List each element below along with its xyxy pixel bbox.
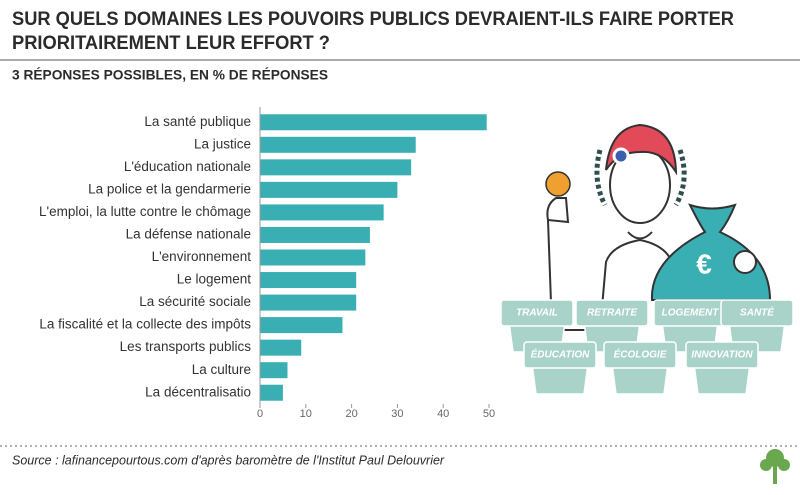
pot-label: RETRAITE bbox=[587, 308, 637, 319]
y-tick-label: La décentralisatio bbox=[145, 384, 251, 399]
y-tick-label: L'emploi, la lutte contre le chômage bbox=[39, 204, 251, 219]
pot-rim bbox=[685, 341, 759, 369]
y-tick-label: La fiscalité et la collecte des impôts bbox=[39, 317, 251, 332]
logo bbox=[760, 449, 790, 484]
pot-label: ÉCOLOGIE bbox=[614, 348, 667, 361]
x-tick-label: 50 bbox=[483, 408, 495, 420]
y-tick-label: La justice bbox=[194, 136, 251, 151]
y-tick-label: Le logement bbox=[177, 272, 252, 287]
pot-rim bbox=[500, 299, 574, 327]
bar bbox=[260, 384, 283, 401]
bar bbox=[260, 272, 357, 289]
x-tick-label: 10 bbox=[300, 408, 312, 420]
x-tick-label: 40 bbox=[437, 408, 449, 420]
bar bbox=[260, 159, 412, 176]
y-tick-label: L'environnement bbox=[152, 249, 252, 264]
bar bbox=[260, 114, 487, 131]
bar bbox=[260, 317, 343, 334]
illustration: € TRAVAIL RETRAITE LOGEMENT SANTÉ ÉDUCATION É… bbox=[500, 123, 794, 395]
bar bbox=[260, 204, 384, 221]
bar bbox=[260, 362, 288, 379]
pot-label: TRAVAIL bbox=[516, 308, 558, 319]
bar bbox=[260, 136, 416, 153]
y-tick-label: La santé publique bbox=[144, 114, 251, 129]
bar bbox=[260, 339, 302, 356]
pot-label: INNOVATION bbox=[691, 350, 753, 361]
bar bbox=[260, 181, 398, 198]
pot-rim bbox=[523, 341, 597, 369]
y-tick-label: La défense nationale bbox=[126, 227, 251, 242]
bar bbox=[260, 226, 370, 243]
y-tick-label: La culture bbox=[192, 362, 251, 377]
source: Source : lafinancepourtous.com d'après b… bbox=[12, 453, 445, 467]
title-line: SUR QUELS DOMAINES LES POUVOIRS PUBLICS … bbox=[12, 9, 734, 30]
y-tick-label: Les transports publics bbox=[120, 339, 252, 354]
pot-rim bbox=[603, 341, 677, 369]
y-tick-label: L'éducation nationale bbox=[124, 159, 251, 174]
x-tick-label: 30 bbox=[391, 408, 403, 420]
pot-label: ÉDUCATION bbox=[531, 348, 590, 361]
pot-rim bbox=[575, 299, 649, 327]
pot-rim bbox=[720, 299, 794, 327]
bar bbox=[260, 294, 357, 311]
x-tick-label: 20 bbox=[345, 408, 357, 420]
pot-label: LOGEMENT bbox=[662, 308, 720, 319]
x-tick-label: 0 bbox=[257, 408, 263, 420]
pot-label: SANTÉ bbox=[740, 306, 774, 319]
bag-symbol: € bbox=[696, 248, 712, 279]
title-line: PRIORITAIREMENT LEUR EFFORT ? bbox=[12, 33, 330, 54]
subtitle: 3 RÉPONSES POSSIBLES, EN % DE RÉPONSES bbox=[12, 67, 328, 83]
bar bbox=[260, 249, 366, 266]
y-tick-label: La sécurité sociale bbox=[139, 294, 251, 309]
y-tick-label: La police et la gendarmerie bbox=[88, 181, 251, 196]
